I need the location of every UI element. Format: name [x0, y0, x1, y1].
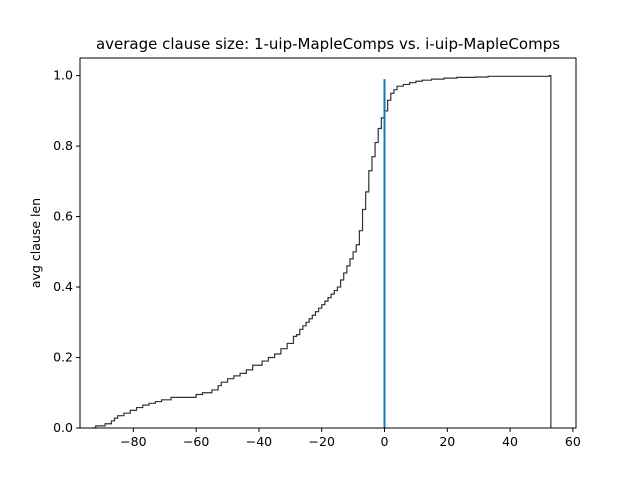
x-tick-label: −80: [120, 434, 146, 449]
axes-frame: [79, 57, 577, 429]
y-tick-label: 0.0: [53, 420, 73, 435]
x-axis: −80 −60 −40 −20 0 20 40 60: [120, 428, 581, 449]
x-tick-label: 20: [439, 434, 455, 449]
chart-title: average clause size: 1-uip-MapleComps vs…: [96, 35, 560, 53]
x-tick-label: −60: [183, 434, 209, 449]
y-tick-label: 0.4: [53, 279, 73, 294]
y-tick-label: 1.0: [53, 68, 73, 83]
x-tick-label: −20: [309, 434, 335, 449]
plot-area: [79, 57, 577, 429]
y-axis-label: avg clause len: [28, 198, 43, 288]
y-tick-label: 0.8: [53, 138, 73, 153]
y-tick-label: 0.2: [53, 350, 73, 365]
x-tick-label: 60: [565, 434, 581, 449]
y-tick-label: 0.6: [53, 209, 73, 224]
cdf-step-line: [92, 75, 552, 429]
x-tick-label: 0: [381, 434, 389, 449]
y-axis: 0.0 0.2 0.4 0.6 0.8 1.0: [53, 68, 80, 435]
x-tick-label: −40: [246, 434, 272, 449]
x-tick-label: 40: [502, 434, 518, 449]
